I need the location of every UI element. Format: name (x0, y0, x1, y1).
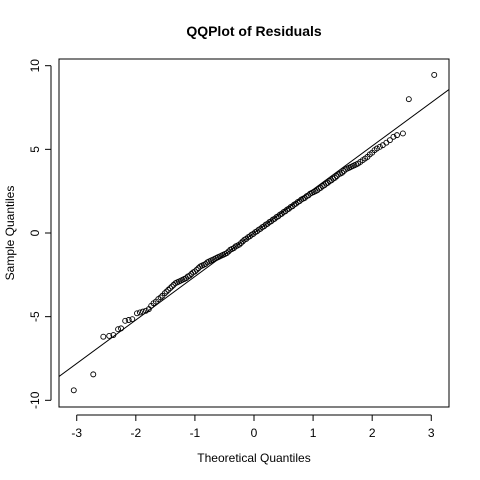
data-point (238, 240, 244, 246)
x-tick-label: 3 (428, 426, 435, 440)
x-tick-label: 1 (310, 426, 317, 440)
data-point (137, 309, 143, 316)
data-point (339, 169, 345, 176)
data-point (390, 133, 397, 140)
data-point (186, 272, 193, 279)
y-tick-label: -10 (28, 391, 42, 409)
data-point (125, 317, 132, 323)
qq-reference-line (59, 88, 449, 378)
y-axis: -10 -5 0 5 10 (28, 59, 52, 409)
data-point (167, 285, 174, 292)
data-point (110, 332, 117, 339)
data-point (399, 130, 406, 137)
x-tick-label: -3 (71, 426, 82, 440)
data-point (405, 96, 412, 103)
data-point (139, 308, 146, 315)
data-point (134, 310, 140, 317)
plot-area (59, 71, 449, 394)
x-axis: -3 -2 -1 0 1 2 3 (71, 414, 435, 440)
y-tick-label: -5 (28, 311, 42, 322)
x-axis-label: Theoretical Quantiles (197, 451, 310, 465)
data-point (70, 387, 77, 394)
data-point (168, 283, 175, 290)
y-axis-label: Sample Quantiles (3, 186, 17, 281)
y-tick-label: 5 (28, 146, 42, 153)
x-tick-label: -1 (190, 426, 201, 440)
data-point (122, 317, 129, 324)
data-point (376, 143, 383, 150)
x-tick-label: 0 (251, 426, 258, 440)
data-point (332, 174, 338, 181)
data-point (191, 268, 198, 275)
data-point (165, 286, 172, 293)
data-point (161, 290, 168, 297)
y-tick-label: 0 (28, 229, 42, 236)
x-tick-label: -2 (130, 426, 141, 440)
data-point (394, 132, 400, 139)
data-point (193, 266, 200, 273)
data-point (100, 333, 107, 340)
data-point (115, 326, 122, 333)
data-point (118, 325, 124, 332)
data-point (373, 145, 380, 152)
data-point (106, 332, 113, 339)
data-point (157, 294, 164, 301)
y-tick-label: 10 (28, 59, 42, 73)
data-point (236, 241, 243, 248)
data-point (383, 139, 390, 146)
data-point (142, 307, 149, 314)
data-point (223, 250, 230, 257)
data-point (386, 137, 393, 144)
chart-title: QQPlot of Residuals (186, 23, 322, 39)
data-point (163, 288, 170, 295)
data-point (431, 71, 438, 78)
data-point (129, 316, 136, 323)
data-point (90, 371, 97, 378)
x-tick-label: 2 (369, 426, 376, 440)
plot-frame (58, 58, 450, 408)
